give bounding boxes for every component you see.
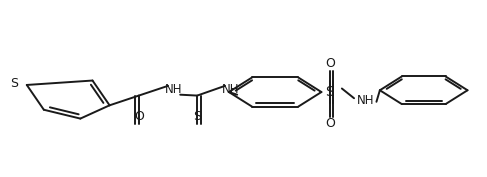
Text: S: S <box>193 110 201 123</box>
Text: NH: NH <box>222 83 240 96</box>
Text: O: O <box>134 110 144 123</box>
Text: NH: NH <box>165 83 183 96</box>
Text: S: S <box>325 85 334 99</box>
Text: NH: NH <box>356 93 374 107</box>
Text: O: O <box>325 57 335 70</box>
Text: O: O <box>325 117 335 130</box>
Text: S: S <box>11 77 19 90</box>
